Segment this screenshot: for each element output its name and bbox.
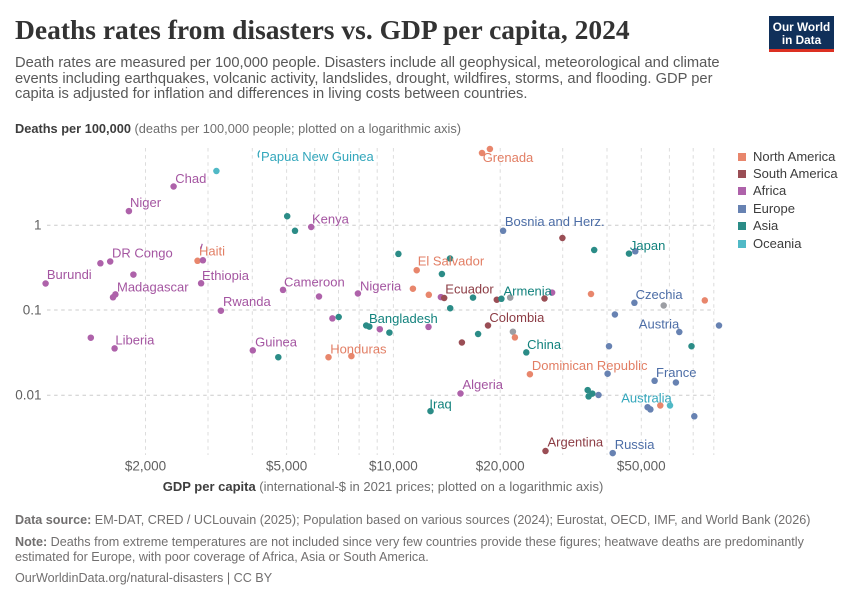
svg-text:Ecuador: Ecuador bbox=[445, 282, 494, 297]
svg-text:Colombia: Colombia bbox=[489, 310, 545, 325]
svg-text:Australia: Australia bbox=[621, 390, 672, 405]
svg-text:France: France bbox=[656, 365, 696, 380]
svg-text:$2,000: $2,000 bbox=[125, 459, 166, 474]
svg-text:Russia: Russia bbox=[615, 437, 656, 452]
svg-text:Bosnia and Herz.: Bosnia and Herz. bbox=[505, 214, 605, 229]
svg-text:Czechia: Czechia bbox=[636, 287, 684, 302]
svg-text:El Salvador: El Salvador bbox=[418, 254, 485, 269]
svg-text:Argentina: Argentina bbox=[548, 434, 604, 449]
svg-text:Chad: Chad bbox=[175, 171, 206, 186]
svg-text:$50,000: $50,000 bbox=[617, 459, 666, 474]
svg-text:Nigeria: Nigeria bbox=[360, 278, 402, 293]
svg-text:Burundi: Burundi bbox=[47, 267, 92, 282]
svg-text:Honduras: Honduras bbox=[330, 341, 387, 356]
svg-text:0.1: 0.1 bbox=[23, 303, 42, 318]
svg-text:Rwanda: Rwanda bbox=[223, 294, 271, 309]
svg-text:$5,000: $5,000 bbox=[266, 459, 307, 474]
svg-text:Grenada: Grenada bbox=[483, 150, 534, 165]
svg-text:Cameroon: Cameroon bbox=[284, 274, 345, 289]
svg-text:$20,000: $20,000 bbox=[476, 459, 525, 474]
svg-text:$10,000: $10,000 bbox=[369, 459, 418, 474]
svg-text:0.01: 0.01 bbox=[15, 388, 41, 403]
svg-text:Guinea: Guinea bbox=[255, 335, 298, 350]
svg-text:Armenia: Armenia bbox=[504, 284, 553, 299]
svg-text:Japan: Japan bbox=[630, 238, 665, 253]
svg-text:China: China bbox=[527, 337, 562, 352]
svg-text:Algeria: Algeria bbox=[463, 377, 504, 392]
svg-text:Madagascar: Madagascar bbox=[117, 279, 189, 294]
svg-text:Haiti: Haiti bbox=[199, 244, 225, 259]
svg-text:Austria: Austria bbox=[639, 317, 680, 332]
svg-text:DR Congo: DR Congo bbox=[112, 246, 173, 261]
svg-text:Ethiopia: Ethiopia bbox=[202, 268, 250, 283]
svg-text:1: 1 bbox=[34, 218, 42, 233]
svg-text:Liberia: Liberia bbox=[115, 333, 155, 348]
svg-text:Papua New Guinea: Papua New Guinea bbox=[261, 149, 375, 164]
svg-text:Niger: Niger bbox=[130, 195, 162, 210]
svg-text:Kenya: Kenya bbox=[312, 212, 350, 227]
svg-text:Iraq: Iraq bbox=[429, 397, 451, 412]
svg-text:Bangladesh: Bangladesh bbox=[369, 311, 438, 326]
svg-text:Dominican Republic: Dominican Republic bbox=[532, 358, 648, 373]
